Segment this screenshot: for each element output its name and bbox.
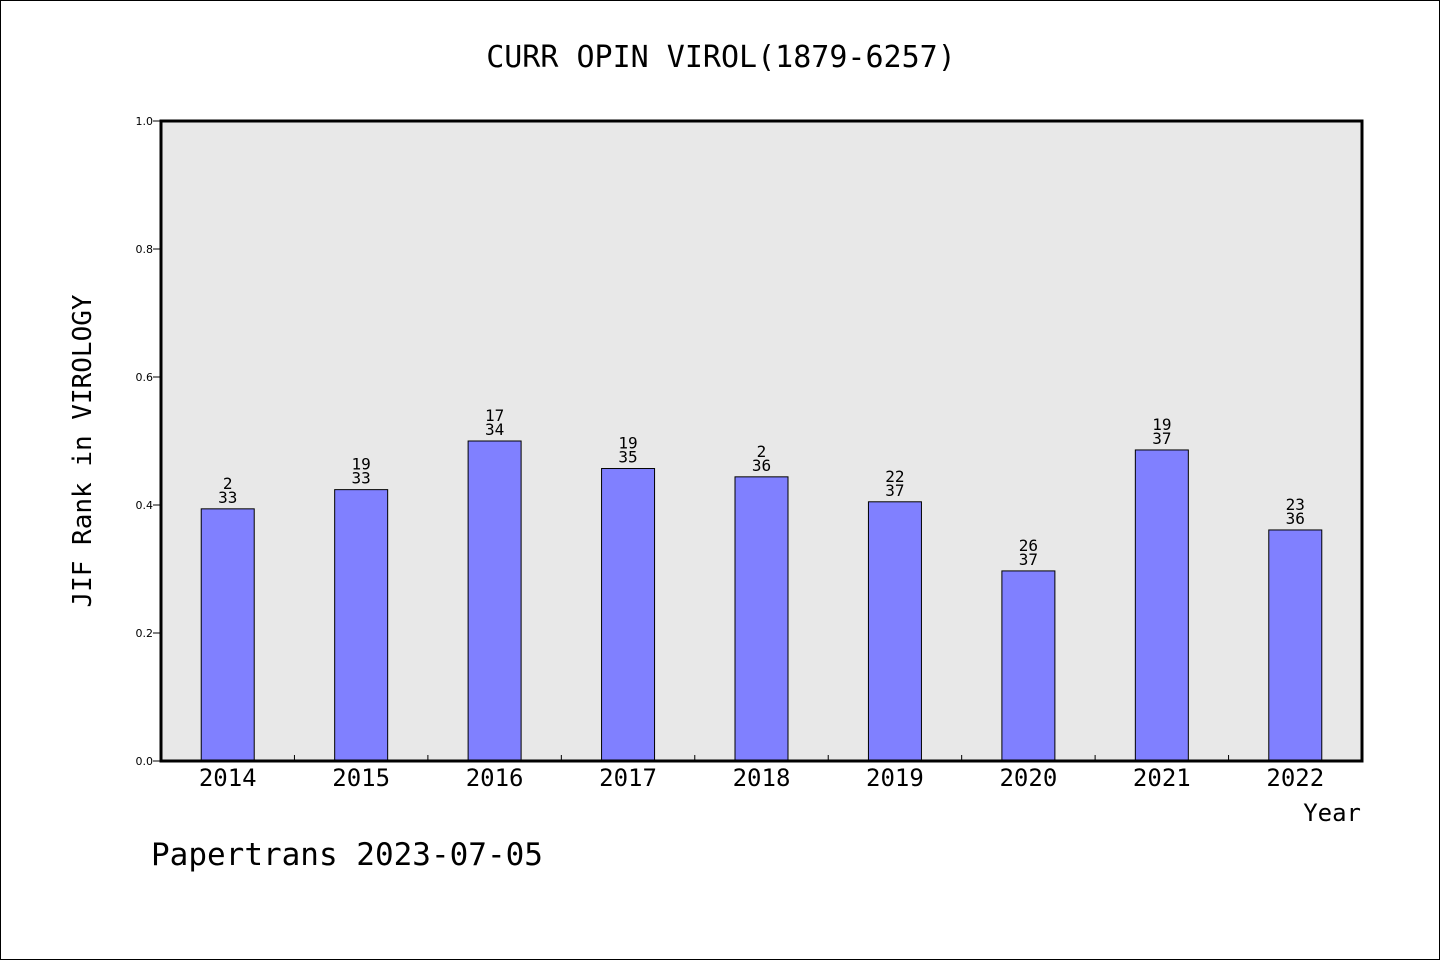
bar-label-rank: 2 <box>757 442 767 461</box>
bar-label-rank: 23 <box>1286 495 1305 514</box>
bar <box>200 508 255 762</box>
x-tick-label: 2015 <box>332 764 390 792</box>
bar <box>334 489 389 762</box>
bar-label-total: 37 <box>1019 550 1038 569</box>
bar <box>601 468 656 762</box>
bar-label-rank: 22 <box>885 467 904 486</box>
bar-label-total: 34 <box>485 420 504 439</box>
x-tick-label: 2016 <box>466 764 524 792</box>
x-tick-label: 2022 <box>1266 764 1324 792</box>
bar-label-rank: 26 <box>1019 536 1038 555</box>
bar-label-total: 33 <box>218 488 237 507</box>
bars-group <box>200 440 1323 762</box>
bar-label-rank: 19 <box>618 434 637 453</box>
bar-label-total: 33 <box>352 469 371 488</box>
x-axis-label: Year <box>1303 799 1361 827</box>
x-axis-ticks: 2014 2015 2016 2017 2018 2019 2020 2021 2022 <box>199 755 1324 792</box>
x-tick-label: 2021 <box>1133 764 1191 792</box>
bar <box>1268 529 1323 762</box>
x-tick-label: 2014 <box>199 764 257 792</box>
y-tick-label: 0.6 <box>136 371 154 384</box>
bar-label-rank: 2 <box>223 474 233 493</box>
y-tick-label: 0.0 <box>136 755 154 768</box>
y-axis-label: JIF Rank in VIROLOGY <box>68 294 98 607</box>
bar <box>867 501 922 762</box>
x-tick-label: 2017 <box>599 764 657 792</box>
bar-label-total: 36 <box>1286 509 1305 528</box>
chart-title: CURR OPIN VIROL(1879-6257) <box>486 40 956 75</box>
bar-label-total: 37 <box>1152 429 1171 448</box>
bar <box>734 476 789 762</box>
y-tick-label: 0.4 <box>136 499 154 512</box>
bar-label-total: 37 <box>885 481 904 500</box>
x-tick-label: 2020 <box>999 764 1057 792</box>
bar-label-rank: 19 <box>1152 415 1171 434</box>
bar <box>1001 570 1056 762</box>
y-tick-label: 1.0 <box>136 115 154 128</box>
x-tick-label: 2018 <box>733 764 791 792</box>
bar-label-total: 36 <box>752 456 771 475</box>
bar <box>1134 449 1189 762</box>
bar-label-rank: 17 <box>485 406 504 425</box>
y-tick-label: 0.8 <box>136 243 154 256</box>
footer-text: Papertrans 2023-07-05 <box>151 837 543 873</box>
y-tick-label: 0.2 <box>136 627 154 640</box>
bar-label-rank: 19 <box>352 455 371 474</box>
bar <box>467 440 522 762</box>
x-tick-label: 2019 <box>866 764 924 792</box>
plot-border <box>159 119 1364 763</box>
bar-label-total: 35 <box>618 448 637 467</box>
y-axis-ticks: 0.0 0.2 0.4 0.6 0.8 1.0 <box>136 115 161 768</box>
